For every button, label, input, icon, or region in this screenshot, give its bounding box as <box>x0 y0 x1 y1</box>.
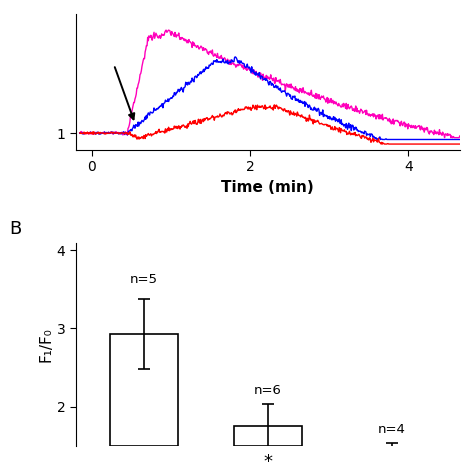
Bar <box>110 334 178 446</box>
Y-axis label: F₁/F₀: F₁/F₀ <box>39 327 54 362</box>
X-axis label: Time (min): Time (min) <box>221 180 314 194</box>
Text: B: B <box>9 220 22 238</box>
Text: n=4: n=4 <box>378 423 406 436</box>
Bar <box>234 426 302 446</box>
Text: *: * <box>264 453 272 471</box>
Text: n=5: n=5 <box>130 273 158 285</box>
Text: n=6: n=6 <box>254 384 282 397</box>
